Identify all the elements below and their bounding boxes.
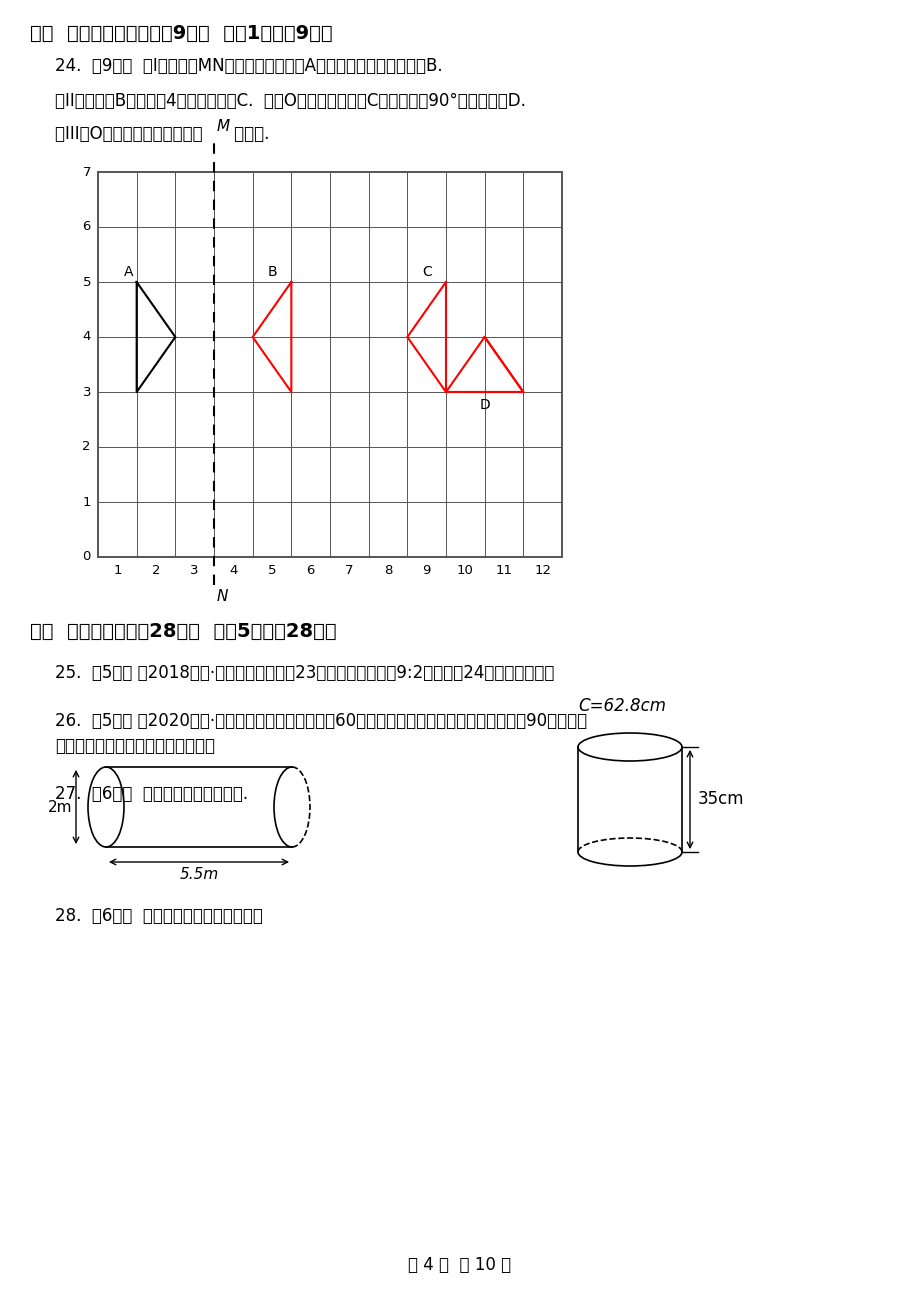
Text: 25.  （5分） （2018六上·青岛期末）甲数与23的和与乙数的比是9:2，乙数是24，甲数是多少？: 25. （5分） （2018六上·青岛期末）甲数与23的和与乙数的比是9:2，乙… [55, 664, 554, 682]
Text: （II）把图形B向右平移4格，得到图形C.  以点O为中心，把图形C顺时针旋转90°，得到图形D.: （II）把图形B向右平移4格，得到图形C. 以点O为中心，把图形C顺时针旋转90… [55, 92, 526, 109]
Text: 2m: 2m [48, 799, 72, 815]
Text: D: D [479, 398, 490, 411]
Text: 9: 9 [422, 564, 430, 577]
Text: 6: 6 [83, 220, 91, 233]
Text: 五、  按要求画图形。（共9分）  （共1题；共9分）: 五、 按要求画图形。（共9分） （共1题；共9分） [30, 23, 333, 43]
Text: 3: 3 [190, 564, 199, 577]
Text: 7: 7 [83, 165, 91, 178]
Text: 5.5m: 5.5m [179, 867, 219, 881]
Text: 10: 10 [457, 564, 473, 577]
Text: 2: 2 [152, 564, 160, 577]
Text: A: A [124, 266, 133, 279]
Text: 六、  解决问题。（共28分）  （共5题；共28分）: 六、 解决问题。（共28分） （共5题；共28分） [30, 622, 336, 641]
Text: 1: 1 [113, 564, 121, 577]
Text: 26.  （5分） （2020六上·天河期末）一个铁环的直径60厘米，从操场东端滚到操场西端转了约90圈，操场: 26. （5分） （2020六上·天河期末）一个铁环的直径60厘米，从操场东端滚… [55, 712, 586, 730]
Text: 从东端到西端的长度大约是多少米？: 从东端到西端的长度大约是多少米？ [55, 737, 215, 755]
Text: 24.  （9分）  （I）以直线MN为对称轴，作图形A的轴对称图形，得到图形B.: 24. （9分） （I）以直线MN为对称轴，作图形A的轴对称图形，得到图形B. [55, 57, 442, 76]
Text: C=62.8cm: C=62.8cm [577, 697, 665, 715]
Text: 4: 4 [229, 564, 237, 577]
Text: 35cm: 35cm [698, 790, 743, 809]
Text: 0: 0 [83, 551, 91, 564]
Text: 4: 4 [83, 331, 91, 344]
Text: 11: 11 [495, 564, 512, 577]
Text: C: C [421, 266, 431, 279]
Text: 27.  （6分）  计算下面圆柱的表面积.: 27. （6分） 计算下面圆柱的表面积. [55, 785, 248, 803]
Text: 8: 8 [383, 564, 391, 577]
Text: 1: 1 [83, 496, 91, 509]
Text: （III）O点的位置可以用数对（      ）表示.: （III）O点的位置可以用数对（ ）表示. [55, 125, 269, 143]
Text: 6: 6 [306, 564, 314, 577]
Text: 12: 12 [534, 564, 550, 577]
Text: N: N [217, 589, 228, 604]
Text: B: B [267, 266, 277, 279]
Text: M: M [217, 118, 230, 134]
Text: 2: 2 [83, 440, 91, 453]
Text: 5: 5 [267, 564, 276, 577]
Text: 3: 3 [83, 385, 91, 398]
Text: 第 4 页  共 10 页: 第 4 页 共 10 页 [408, 1256, 511, 1273]
Text: 28.  （6分）  计算下面立体图形的体积：: 28. （6分） 计算下面立体图形的体积： [55, 907, 263, 924]
Text: 7: 7 [345, 564, 353, 577]
Text: 5: 5 [83, 276, 91, 289]
